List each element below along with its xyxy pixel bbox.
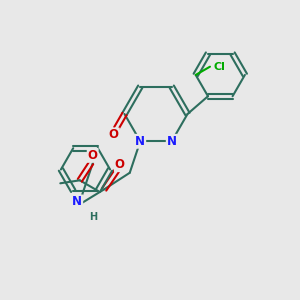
Text: O: O: [88, 149, 98, 162]
Text: O: O: [109, 128, 119, 141]
Text: O: O: [115, 158, 125, 171]
Text: N: N: [72, 195, 82, 208]
Text: H: H: [89, 212, 97, 222]
Text: N: N: [167, 135, 177, 148]
Text: Cl: Cl: [214, 62, 226, 72]
Text: N: N: [135, 135, 145, 148]
